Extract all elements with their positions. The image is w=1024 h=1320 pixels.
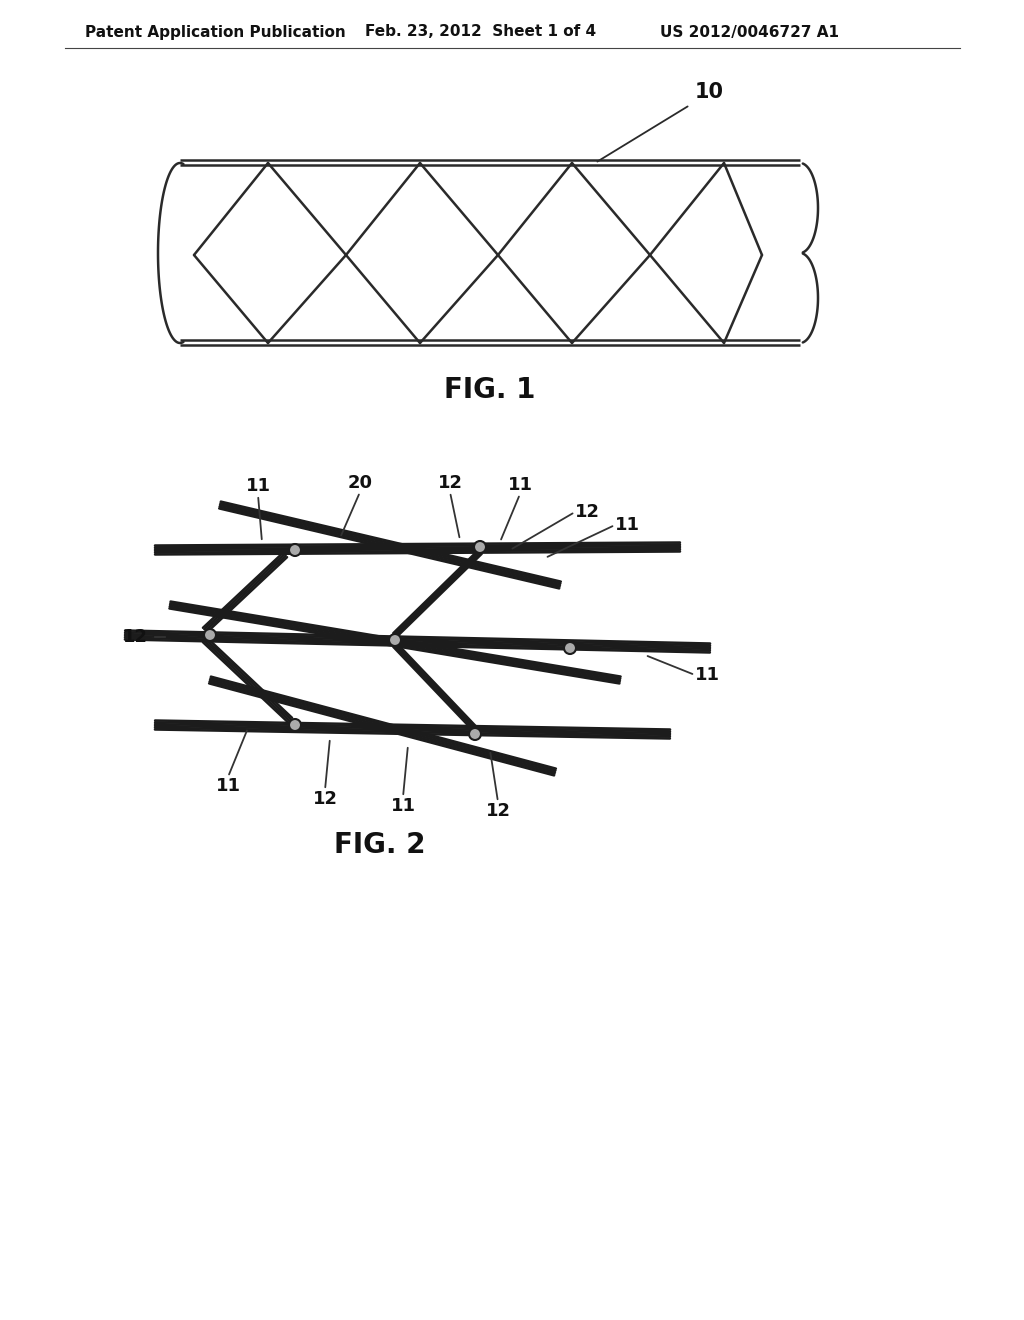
Circle shape [289,544,301,556]
Text: 11: 11 [695,667,720,684]
Text: 11: 11 [215,777,241,795]
Text: 12: 12 [575,503,600,521]
Text: FIG. 1: FIG. 1 [444,376,536,404]
Text: 11: 11 [508,477,532,494]
Circle shape [389,634,401,645]
Text: 10: 10 [695,82,724,102]
Text: Feb. 23, 2012  Sheet 1 of 4: Feb. 23, 2012 Sheet 1 of 4 [365,25,596,40]
Text: 12: 12 [485,803,511,820]
Text: 11: 11 [246,477,270,495]
Circle shape [289,719,301,731]
Circle shape [474,541,486,553]
Text: 12: 12 [312,789,338,808]
Circle shape [469,729,481,741]
Circle shape [564,642,575,653]
Text: US 2012/0046727 A1: US 2012/0046727 A1 [660,25,839,40]
Text: Patent Application Publication: Patent Application Publication [85,25,346,40]
Circle shape [204,630,216,642]
Text: FIG. 2: FIG. 2 [334,832,426,859]
Text: 20: 20 [347,474,373,492]
Text: 12: 12 [123,628,148,645]
Text: 12: 12 [437,474,463,492]
Text: 11: 11 [390,797,416,814]
Text: 11: 11 [615,516,640,535]
